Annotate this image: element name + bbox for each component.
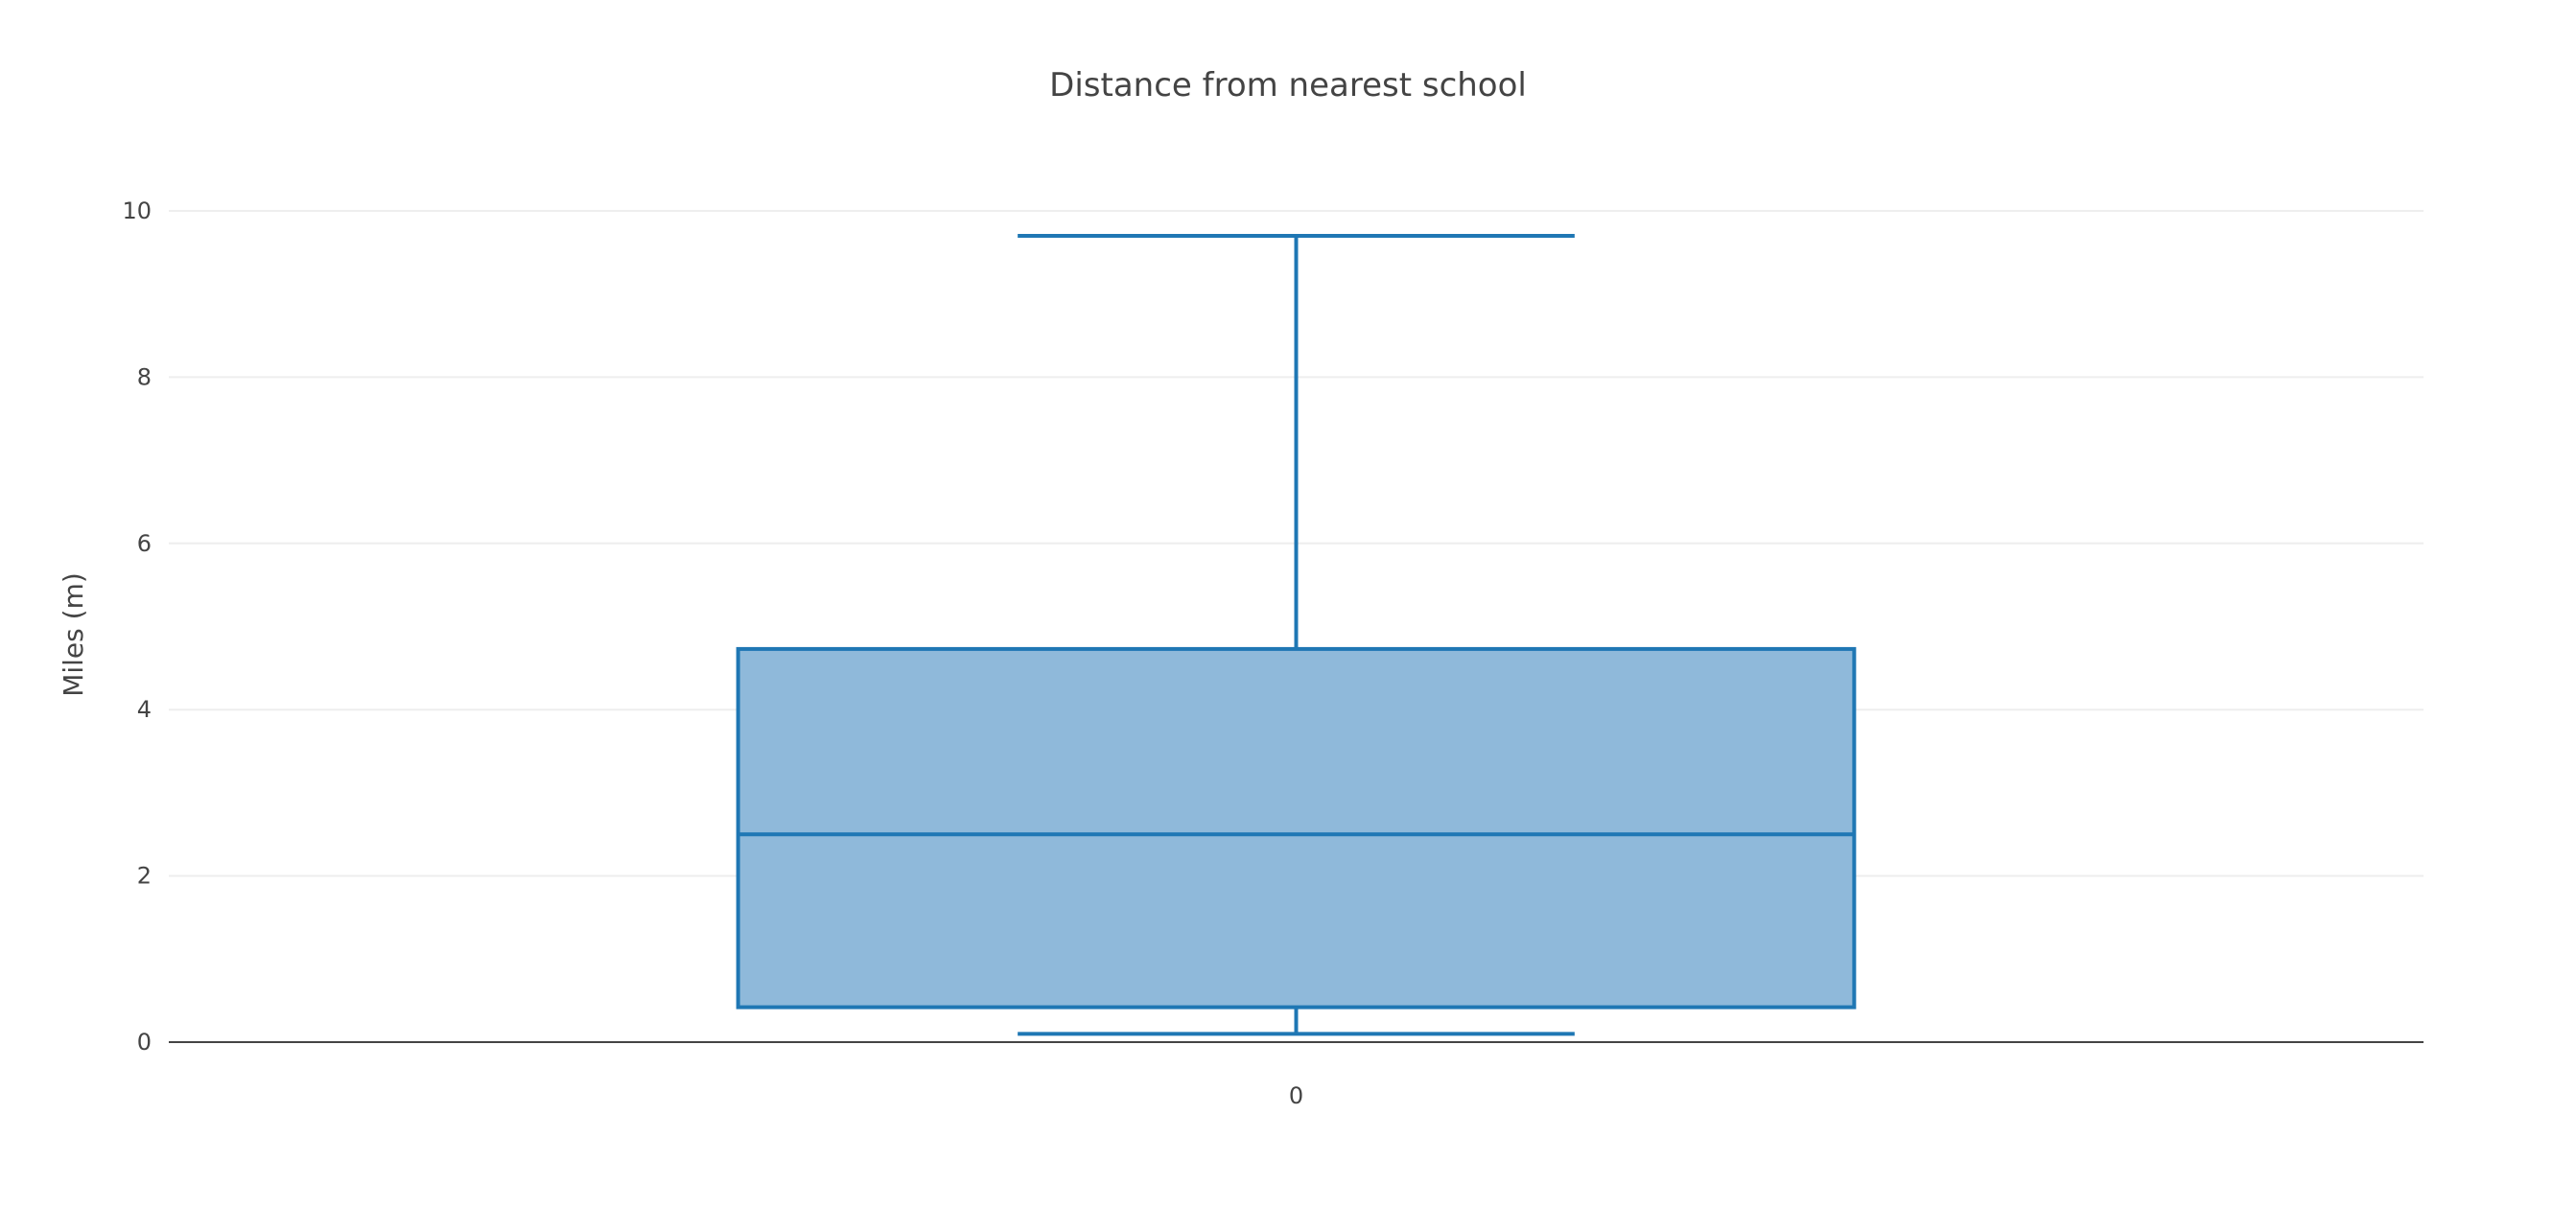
interquartile-box	[736, 646, 1857, 1010]
box-plot-series	[736, 234, 1857, 1036]
chart-title: Distance from nearest school	[1049, 66, 1527, 105]
y-tick-label: 6	[137, 530, 152, 557]
y-tick-label: 10	[122, 197, 152, 224]
y-tick-label: 0	[137, 1029, 152, 1056]
y-tick-label: 8	[137, 363, 152, 390]
x-tick-labels: 0	[1289, 1082, 1303, 1109]
y-tick-label: 4	[137, 696, 152, 723]
y-tick-label: 2	[137, 863, 152, 890]
x-tick-label: 0	[1289, 1082, 1303, 1109]
y-tick-labels: 0 2 4 6 8 10	[122, 197, 152, 1056]
y-axis-title: Miles (m)	[58, 572, 89, 697]
box-plot	[736, 234, 1857, 1036]
